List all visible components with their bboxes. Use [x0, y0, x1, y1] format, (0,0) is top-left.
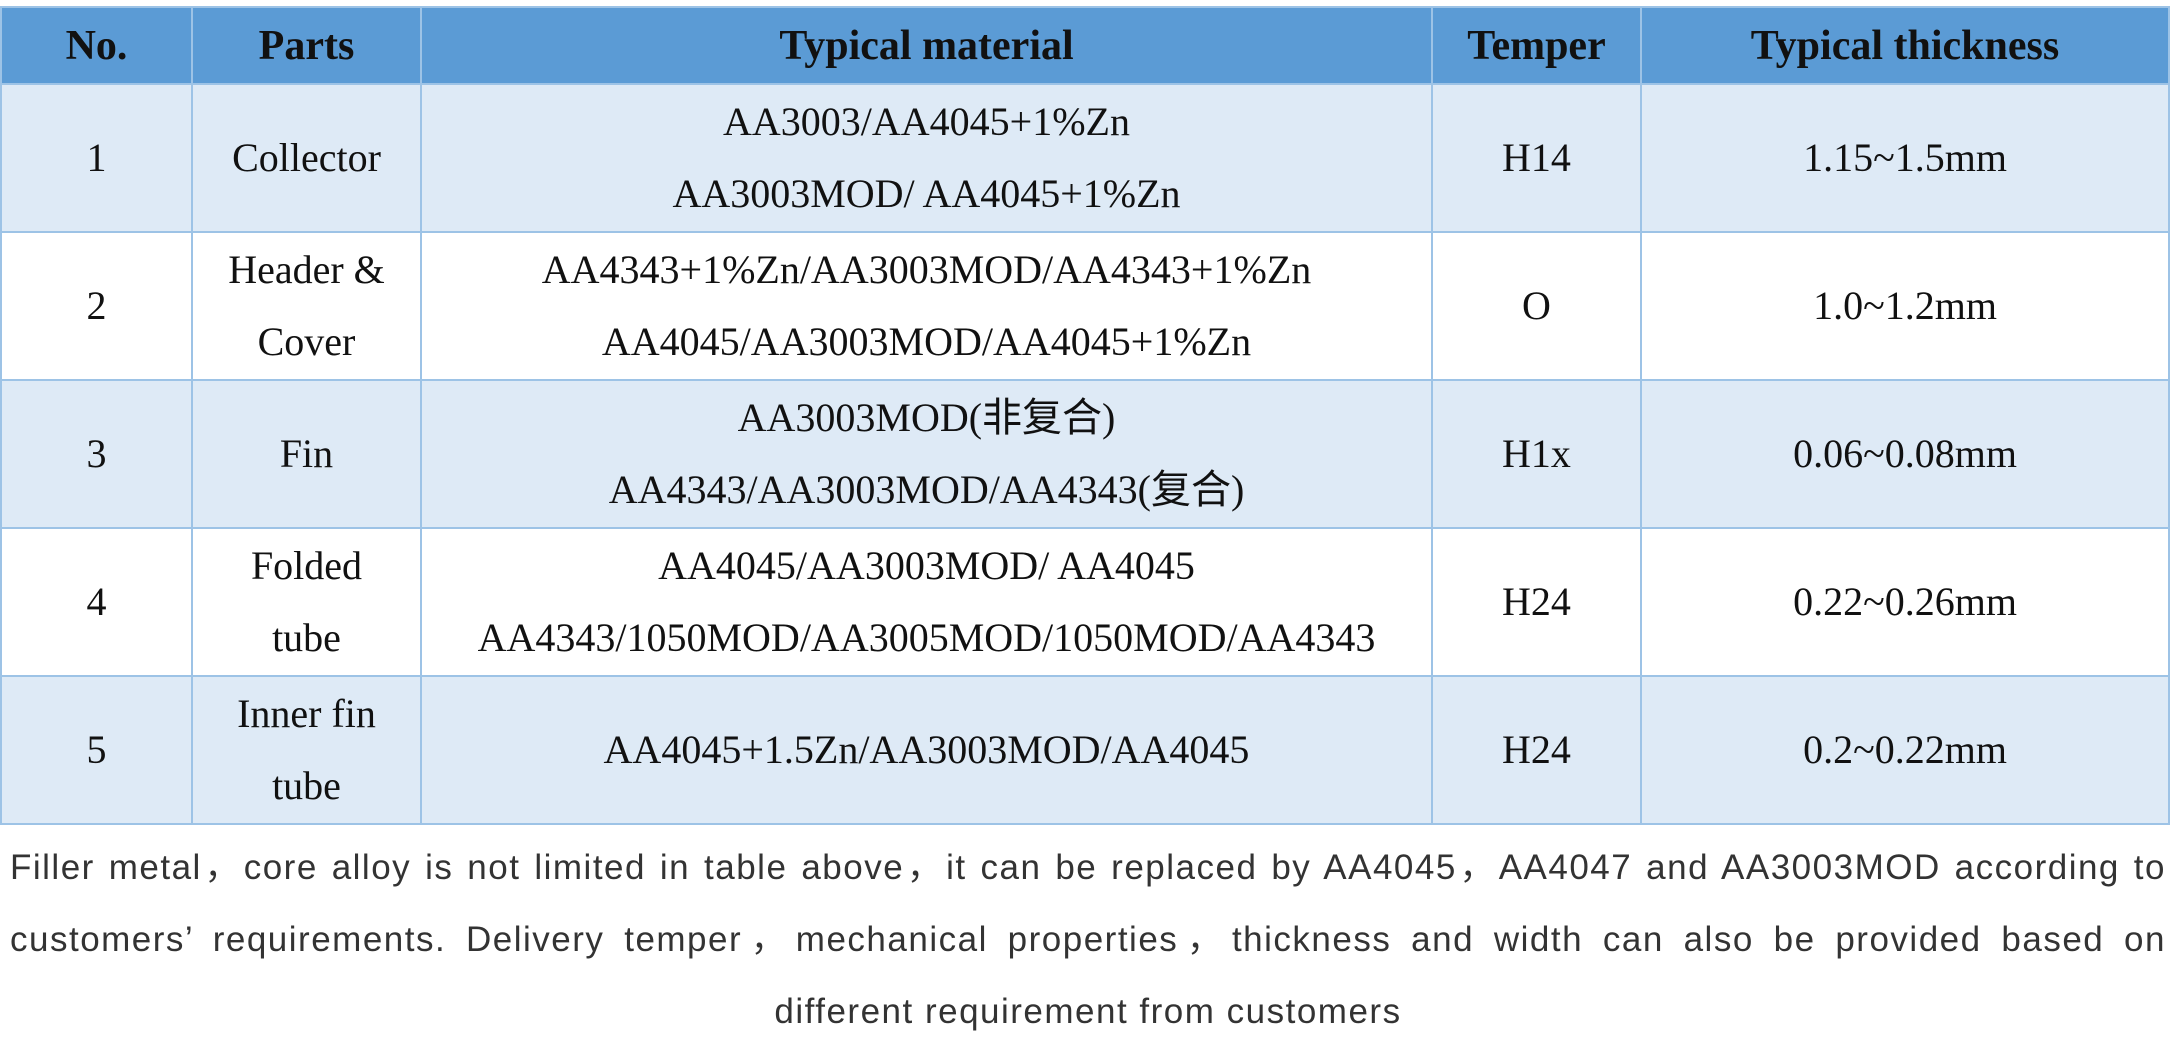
- temper-cell: H1x: [1431, 379, 1642, 529]
- thickness-cell: 1.0~1.2mm: [1640, 231, 2170, 381]
- materials-table: No. Parts Typical material Temper Typical th…: [0, 6, 2170, 825]
- cell-line: AA4045/AA3003MOD/AA4045+1%Zn: [601, 319, 1252, 364]
- material-cell: AA4343+1%Zn/AA3003MOD/AA4343+1%Zn AA4045/…: [420, 231, 1433, 381]
- table-row: 4 Folded tube AA4045/AA3003MOD/ AA4045 AA434…: [0, 527, 2170, 677]
- header-cell: Typical thickness: [1640, 6, 2170, 85]
- no-cell: 4: [0, 527, 193, 677]
- cell-line: AA3003MOD/ AA4045+1%Zn: [672, 171, 1181, 216]
- cell-line: Collector: [232, 135, 381, 180]
- no-cell: 5: [0, 675, 193, 825]
- cell-line: Fin: [279, 431, 334, 476]
- material-cell: AA3003MOD(非复合) AA4343/AA3003MOD/AA4343(复合…: [420, 379, 1433, 529]
- temper-cell: H14: [1431, 83, 1642, 233]
- temper-cell: H24: [1431, 675, 1642, 825]
- cell-line: Inner fin: [237, 691, 376, 736]
- cell-line: AA3003/AA4045+1%Zn: [723, 99, 1130, 144]
- parts-cell: Inner fin tube: [191, 675, 422, 825]
- temper-cell: H24: [1431, 527, 1642, 677]
- parts-cell: Header & Cover: [191, 231, 422, 381]
- header-cell: Parts: [191, 6, 422, 85]
- header-cell: No.: [0, 6, 193, 85]
- table-body: 1 Collector AA3003/AA4045+1%Zn AA3003MOD/ A…: [0, 83, 2170, 825]
- cell-line: AA4343/1050MOD/AA3005MOD/1050MOD/AA4343: [477, 615, 1376, 660]
- cell-line: AA4045/AA3003MOD/ AA4045: [658, 543, 1195, 588]
- thickness-cell: 0.2~0.22mm: [1640, 675, 2170, 825]
- table-row: 3 Fin AA3003MOD(非复合) AA4343/AA3003MOD/AA434…: [0, 379, 2170, 529]
- cell-line: AA4045+1.5Zn/AA3003MOD/AA4045: [603, 727, 1250, 772]
- header-cell: Temper: [1431, 6, 1642, 85]
- cell-line: tube: [272, 615, 341, 660]
- no-cell: 1: [0, 83, 193, 233]
- parts-cell: Fin: [191, 379, 422, 529]
- no-cell: 2: [0, 231, 193, 381]
- cell-line: Cover: [257, 319, 356, 364]
- cell-line: Header &: [228, 247, 385, 292]
- parts-cell: Folded tube: [191, 527, 422, 677]
- cell-line: AA4343/AA3003MOD/AA4343(复合): [608, 467, 1245, 512]
- footnote: Filler metal，core alloy is not limited i…: [10, 848, 2166, 1031]
- material-cell: AA3003/AA4045+1%Zn AA3003MOD/ AA4045+1%Zn: [420, 83, 1433, 233]
- cell-line: AA4343+1%Zn/AA3003MOD/AA4343+1%Zn: [541, 247, 1312, 292]
- table-row: 2 Header & Cover AA4343+1%Zn/AA3003MOD/AA43…: [0, 231, 2170, 381]
- header-cell: Typical material: [420, 6, 1433, 85]
- thickness-cell: 0.22~0.26mm: [1640, 527, 2170, 677]
- no-cell: 3: [0, 379, 193, 529]
- cell-line: tube: [272, 763, 341, 808]
- table-row: 1 Collector AA3003/AA4045+1%Zn AA3003MOD/ A…: [0, 83, 2170, 233]
- material-cell: AA4045+1.5Zn/AA3003MOD/AA4045: [420, 675, 1433, 825]
- table-row: 5 Inner fin tube AA4045+1.5Zn/AA3003MOD/AA4…: [0, 675, 2170, 825]
- temper-cell: O: [1431, 231, 1642, 381]
- thickness-cell: 0.06~0.08mm: [1640, 379, 2170, 529]
- parts-cell: Collector: [191, 83, 422, 233]
- thickness-cell: 1.15~1.5mm: [1640, 83, 2170, 233]
- cell-line: Folded: [250, 543, 363, 588]
- header-row: No. Parts Typical material Temper Typical th…: [0, 6, 2170, 85]
- material-cell: AA4045/AA3003MOD/ AA4045 AA4343/1050MOD/A…: [420, 527, 1433, 677]
- cell-line: AA3003MOD(非复合): [737, 395, 1116, 440]
